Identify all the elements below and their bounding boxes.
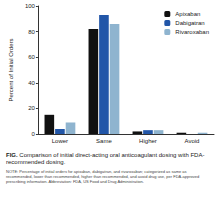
svg-text:Same: Same <box>96 138 112 144</box>
svg-text:40: 40 <box>28 80 35 86</box>
svg-text:60: 60 <box>28 54 35 60</box>
svg-text:Dabigatran: Dabigatran <box>175 20 204 26</box>
svg-text:Higher: Higher <box>139 138 157 144</box>
svg-text:0: 0 <box>32 131 36 137</box>
svg-text:Lower: Lower <box>52 138 68 144</box>
svg-text:Avoid: Avoid <box>185 138 200 144</box>
svg-text:Percent of Initial Orders: Percent of Initial Orders <box>8 38 14 101</box>
html-text:NOTE: Percentage of initial or: NOTE: Percentage of initial orders for a… <box>6 169 200 184</box>
svg-text:100: 100 <box>25 3 36 9</box>
html-text:FIG. Comparison of initial dir: FIG. Comparison of initial direct-acting… <box>6 152 205 165</box>
svg-text:Apixaban: Apixaban <box>175 11 200 17</box>
svg-text:20: 20 <box>28 105 35 111</box>
svg-text:Rivaroxaban: Rivaroxaban <box>175 29 209 35</box>
svg-text:80: 80 <box>28 29 35 35</box>
